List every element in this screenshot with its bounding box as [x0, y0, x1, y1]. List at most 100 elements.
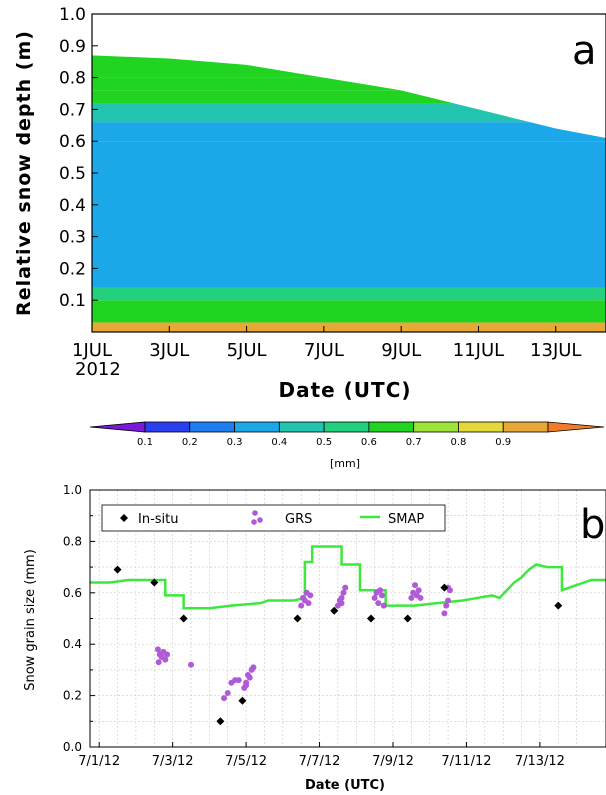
grs-point [305, 600, 312, 607]
legend-in-situ-marker [120, 514, 128, 522]
panel-a-y-axis-label: Relative snow depth (m) [13, 30, 35, 316]
snow-layer [92, 141, 606, 288]
panel-b-x-tick-label: 7/9/12 [372, 754, 414, 769]
grs-point [342, 584, 349, 591]
colorbar-segment [189, 421, 235, 433]
panel-b-x-tick-label: 7/11/12 [441, 754, 491, 769]
colorbar-segment [502, 421, 549, 433]
panel-b-x-tick-label: 7/1/12 [78, 754, 120, 769]
panel-b-letter: b [580, 502, 605, 548]
grs-point [187, 661, 194, 668]
panel-b-x-tick-label: 7/5/12 [225, 754, 267, 769]
grs-point [298, 602, 305, 609]
legend-grs-label: GRS [285, 512, 312, 527]
panel-b-y-tick-label: 1.0 [63, 483, 82, 497]
grs-point [221, 695, 228, 702]
grs-point [250, 664, 257, 671]
grs-point [155, 659, 162, 666]
grs-point [340, 589, 347, 596]
grs-point [375, 600, 382, 607]
panel-a-y-tick-label: 0.5 [59, 164, 86, 184]
grs-point [164, 651, 171, 658]
colorbar-tick-label: 0.3 [227, 437, 243, 448]
grs-point [415, 587, 422, 594]
grs-point [243, 682, 250, 689]
colorbar-tick-label: 0.1 [137, 437, 153, 448]
panel-a-year-label: 2012 [75, 359, 121, 380]
legend-box [101, 504, 446, 532]
panel-a-y-tick-label: 0.7 [59, 100, 86, 120]
colorbar-tick-label: 0.4 [271, 437, 287, 448]
grs-point [371, 594, 378, 601]
panel-a-y-tick-label: 0.2 [59, 259, 86, 279]
colorbar-tick-label: 0.8 [450, 437, 466, 448]
panel-a-heatmap: 0.1 0.2 0.3 0.4 0.5 0.6 0.7 0.8 0.9 1.0 1JUL 3JUL 5J… [13, 5, 606, 402]
grs-point [441, 610, 448, 617]
above-surface-mask [92, 14, 606, 139]
colorbar-tick-label: 0.2 [182, 437, 198, 448]
colorbar-segment [323, 421, 370, 433]
panel-a-x-tick-label: 5JUL [227, 340, 267, 361]
in-situ-point [150, 578, 159, 587]
snow-depth-field [92, 14, 606, 332]
panel-a-y-tick-label: 0.9 [59, 37, 86, 57]
snow-layer [92, 287, 606, 301]
panel-b-x-tick-label: 7/13/12 [515, 754, 565, 769]
snow-layer [92, 322, 606, 332]
colorbar-segment [413, 421, 459, 433]
in-situ-point [238, 696, 247, 705]
grs-point [154, 646, 161, 653]
panel-a-x-tick-label: 3JUL [149, 340, 189, 361]
in-situ-point [179, 614, 188, 623]
grs-point [224, 690, 231, 697]
grs-point [235, 677, 242, 684]
panel-b-legend: In-situ GRS SMAP [101, 504, 446, 532]
panel-a-y-tick-label: 0.6 [59, 132, 86, 152]
panel-b-line-chart: 0.0 0.2 0.4 0.6 0.8 1.0 7/1/12 7/3/12 7/5/12 7/7/… [23, 483, 606, 793]
panel-a-y-tick-label: 0.4 [59, 196, 86, 216]
panel-a-y-tick-label: 0.3 [59, 228, 86, 248]
panel-a-x-axis-label: Date (UTC) [278, 378, 411, 402]
panel-b-x-axis-label: Date (UTC) [305, 778, 385, 793]
colorbar-segment [368, 421, 415, 433]
panel-b-axes: 0.0 0.2 0.4 0.6 0.8 1.0 7/1/12 7/3/12 7/5/12 7/7/… [63, 483, 606, 769]
colorbar-segment [144, 421, 191, 433]
legend-grs-marker [257, 517, 263, 523]
snow-layer [92, 122, 606, 142]
colorbar-tick-label: 0.7 [406, 437, 422, 448]
grs-point [338, 594, 345, 601]
in-situ-point [293, 614, 302, 623]
in-situ-point [440, 583, 449, 592]
colorbar-segment [234, 421, 280, 433]
grs-point [408, 594, 415, 601]
grs-point [307, 592, 314, 599]
colorbar-max-arrow [547, 421, 605, 433]
panel-b-y-axis-label: Snow grain size (mm) [23, 549, 38, 691]
panel-a-x-tick-label: 7JUL [304, 340, 344, 361]
panel-b-x-tick-label: 7/7/12 [299, 754, 341, 769]
colorbar-segment [458, 421, 504, 433]
in-situ-point [330, 606, 339, 615]
grs-point [417, 594, 424, 601]
grs-point [380, 602, 387, 609]
panel-a-y-tick-label: 1.0 [59, 5, 86, 25]
panel-a-x-tick-label: 13JUL [530, 340, 581, 361]
panel-a-y-tick-label: 0.1 [59, 291, 86, 311]
colorbar-segment [278, 421, 325, 433]
panel-a-y-tick-label: 0.8 [59, 69, 86, 89]
panel-b-y-tick-label: 0.2 [63, 689, 82, 703]
colorbar: 0.1 0.2 0.3 0.4 0.5 0.6 0.7 0.8 0.9 [89, 421, 605, 448]
snow-layer [92, 300, 606, 323]
panel-b-series [90, 545, 606, 726]
colorbar-tick-label: 0.9 [495, 437, 511, 448]
grs-point [443, 602, 450, 609]
colorbar-tick-label: 0.5 [316, 437, 332, 448]
grs-point [162, 656, 169, 663]
smap-line [90, 545, 606, 610]
panel-a-axes: 0.1 0.2 0.3 0.4 0.5 0.6 0.7 0.8 0.9 1.0 1JUL 3JUL 5J… [59, 5, 606, 361]
panel-a-x-tick-label: 1JUL [72, 340, 112, 361]
panel-b-y-tick-label: 0.8 [63, 534, 82, 548]
panel-b-y-tick-label: 0.4 [63, 637, 82, 651]
grs-point [377, 587, 384, 594]
